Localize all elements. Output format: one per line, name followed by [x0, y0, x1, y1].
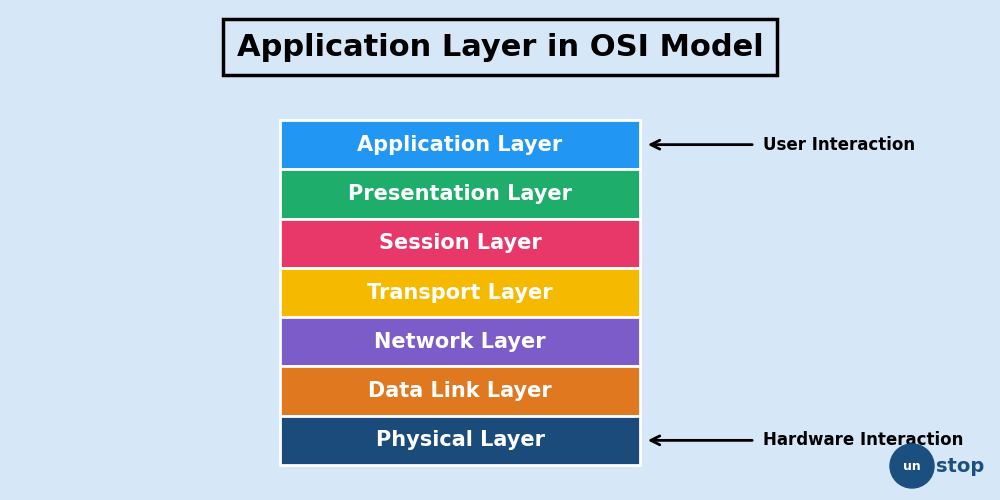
Text: Network Layer: Network Layer — [374, 332, 546, 352]
Text: Hardware Interaction: Hardware Interaction — [763, 432, 963, 450]
FancyBboxPatch shape — [280, 120, 640, 170]
FancyBboxPatch shape — [280, 416, 640, 465]
Text: Data Link Layer: Data Link Layer — [368, 381, 552, 401]
FancyBboxPatch shape — [280, 170, 640, 218]
Circle shape — [890, 444, 934, 488]
Text: un: un — [903, 460, 921, 472]
Text: Application Layer: Application Layer — [357, 134, 563, 154]
FancyBboxPatch shape — [280, 366, 640, 416]
FancyBboxPatch shape — [280, 317, 640, 366]
Text: Session Layer: Session Layer — [379, 233, 541, 253]
FancyBboxPatch shape — [280, 218, 640, 268]
Text: Transport Layer: Transport Layer — [367, 282, 553, 302]
FancyBboxPatch shape — [280, 268, 640, 317]
Text: stop: stop — [936, 456, 984, 475]
Text: Application Layer in OSI Model: Application Layer in OSI Model — [237, 32, 763, 62]
Text: User Interaction: User Interaction — [763, 136, 915, 154]
Text: Physical Layer: Physical Layer — [376, 430, 544, 450]
Text: Presentation Layer: Presentation Layer — [348, 184, 572, 204]
